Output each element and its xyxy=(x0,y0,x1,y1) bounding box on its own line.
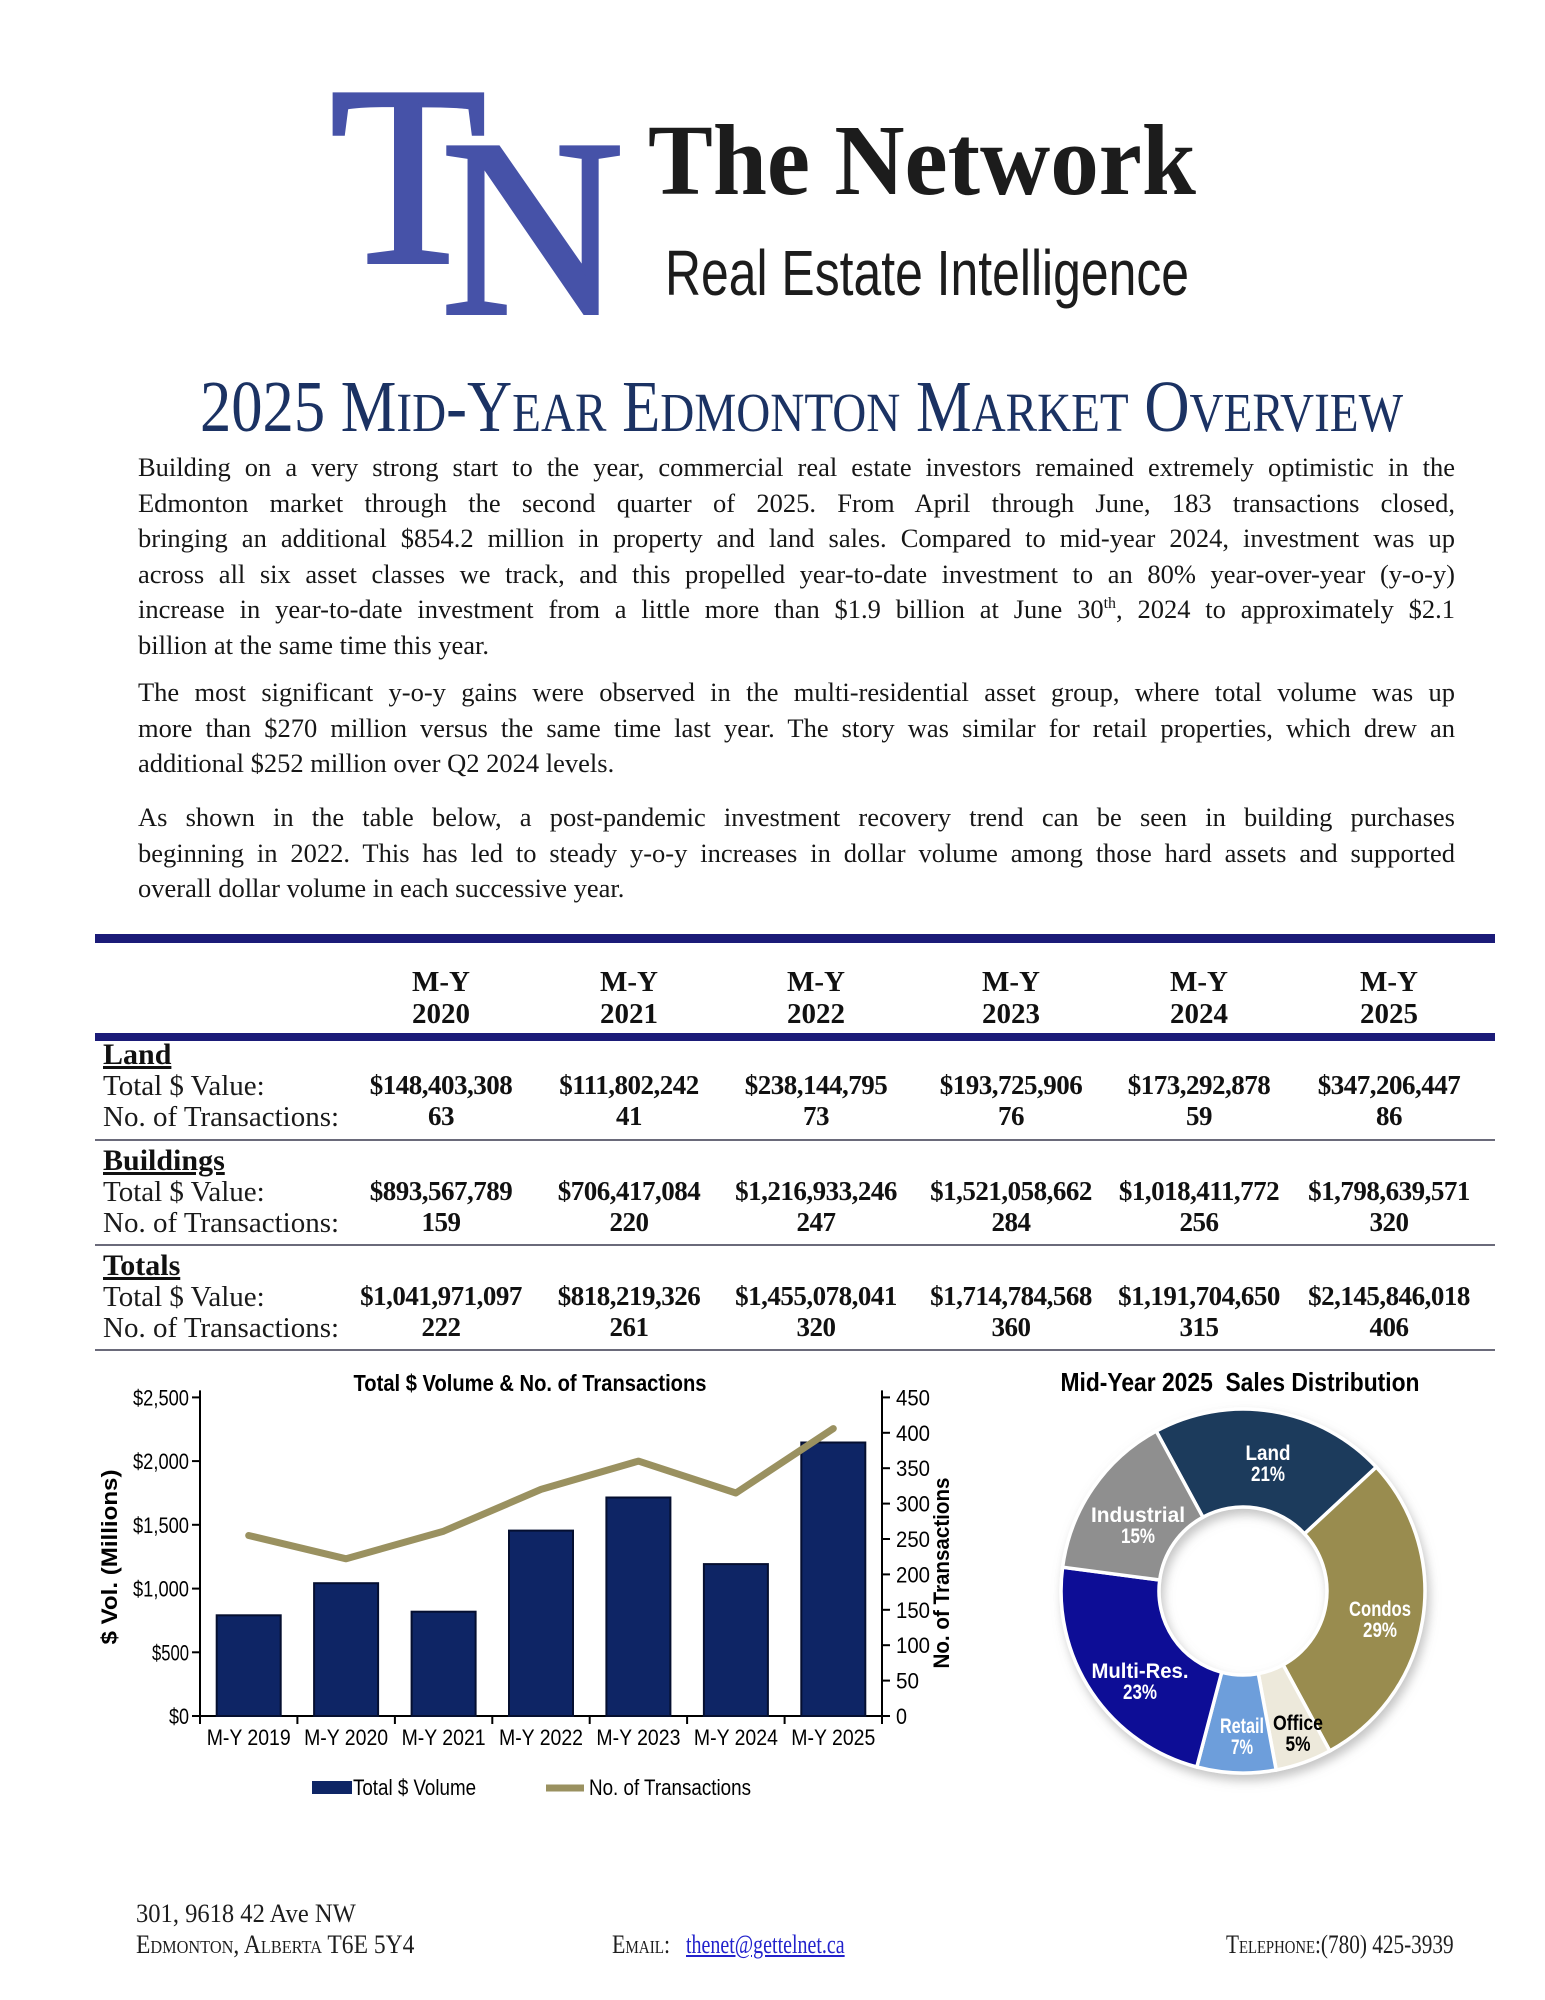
svg-text:450: 450 xyxy=(896,1385,930,1410)
svg-text:M-Y 2021: M-Y 2021 xyxy=(402,1725,486,1750)
svg-text:Office: Office xyxy=(1273,1712,1323,1735)
svg-text:100: 100 xyxy=(896,1633,930,1658)
svg-text:350: 350 xyxy=(896,1456,930,1481)
svg-text:$ Vol. (Millions): $ Vol. (Millions) xyxy=(97,1470,122,1645)
svg-text:7%: 7% xyxy=(1231,1736,1253,1759)
svg-text:M-Y 2019: M-Y 2019 xyxy=(207,1725,291,1750)
svg-text:M-Y 2024: M-Y 2024 xyxy=(694,1725,778,1750)
svg-text:15%: 15% xyxy=(1121,1525,1155,1548)
svg-text:M-Y 2020: M-Y 2020 xyxy=(304,1725,388,1750)
svg-text:$500: $500 xyxy=(152,1640,189,1665)
svg-text:No. of Transactions: No. of Transactions xyxy=(589,1775,751,1800)
svg-text:N: N xyxy=(441,88,624,340)
svg-text:T: T xyxy=(330,35,486,318)
svg-text:Mid-Year 2025 Sales Distribut: Mid-Year 2025 Sales Distribution xyxy=(1061,1368,1420,1397)
svg-text:$0: $0 xyxy=(169,1704,189,1729)
svg-text:0: 0 xyxy=(896,1704,907,1729)
svg-text:Land: Land xyxy=(1246,1442,1291,1465)
svg-text:$2,000: $2,000 xyxy=(133,1449,189,1474)
svg-text:300: 300 xyxy=(896,1492,930,1517)
svg-text:Total $ Volume & No. of Transa: Total $ Volume & No. of Transactions xyxy=(354,1370,707,1396)
svg-text:Multi-Res.: Multi-Res. xyxy=(1092,1660,1189,1683)
svg-text:23%: 23% xyxy=(1123,1681,1157,1704)
svg-text:150: 150 xyxy=(896,1598,930,1623)
svg-text:250: 250 xyxy=(896,1527,930,1552)
svg-text:M-Y 2025: M-Y 2025 xyxy=(791,1725,875,1750)
svg-text:M-Y 2023: M-Y 2023 xyxy=(596,1725,680,1750)
svg-text:400: 400 xyxy=(896,1421,930,1446)
svg-text:The Network: The Network xyxy=(648,104,1197,216)
svg-text:M-Y 2022: M-Y 2022 xyxy=(499,1725,583,1750)
svg-text:$1,000: $1,000 xyxy=(133,1577,189,1602)
svg-text:Real Estate Intelligence: Real Estate Intelligence xyxy=(665,237,1189,309)
svg-text:5%: 5% xyxy=(1286,1733,1311,1756)
svg-text:50: 50 xyxy=(896,1669,919,1694)
svg-text:No. of Transactions: No. of Transactions xyxy=(929,1478,954,1669)
svg-text:Industrial: Industrial xyxy=(1091,1504,1185,1527)
svg-text:21%: 21% xyxy=(1251,1463,1285,1486)
svg-text:$2,500: $2,500 xyxy=(133,1385,189,1410)
svg-text:Condos: Condos xyxy=(1349,1598,1411,1621)
svg-text:Total $ Volume: Total $ Volume xyxy=(353,1775,476,1800)
svg-text:29%: 29% xyxy=(1363,1619,1397,1642)
svg-text:Retail: Retail xyxy=(1220,1715,1264,1738)
svg-text:$1,500: $1,500 xyxy=(133,1513,189,1538)
svg-text:200: 200 xyxy=(896,1562,930,1587)
